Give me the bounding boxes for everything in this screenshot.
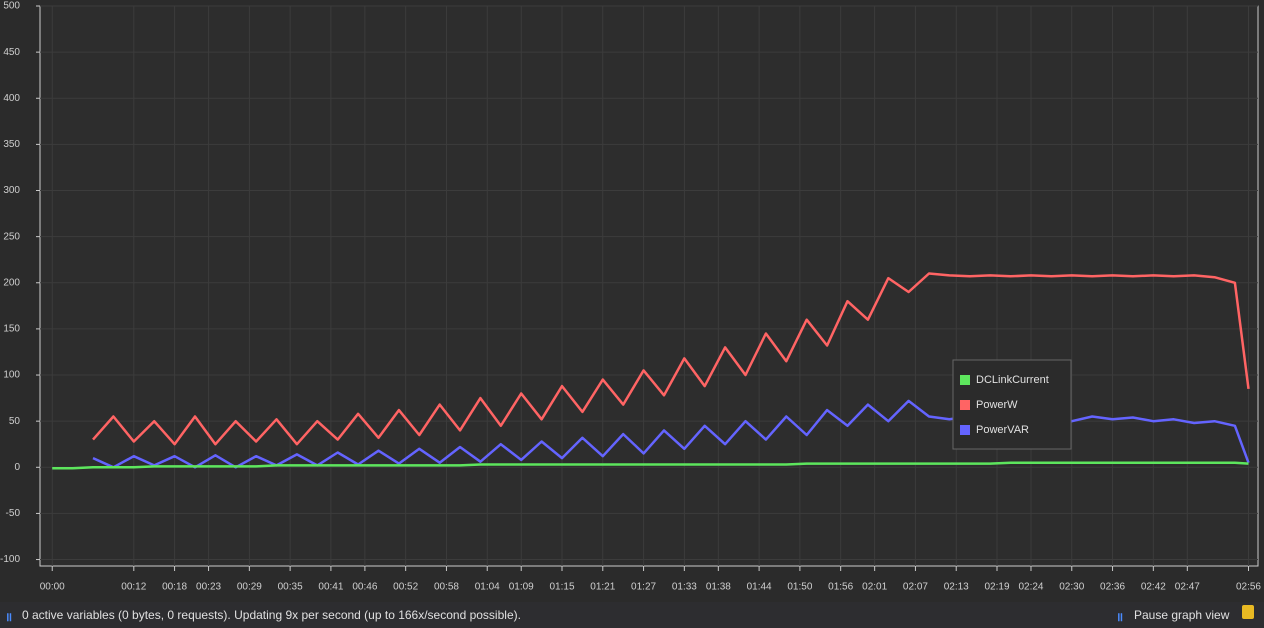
y-tick-label: 250 <box>3 231 20 242</box>
x-tick-label: 02:19 <box>984 582 1009 593</box>
x-tick-label: 01:04 <box>475 582 500 593</box>
x-tick-label: 01:15 <box>549 582 574 593</box>
x-tick-label: 02:13 <box>944 582 969 593</box>
pause-button[interactable]: Pause graph view <box>1134 608 1230 622</box>
x-tick-label: 00:18 <box>162 582 187 593</box>
x-tick-label: 00:29 <box>237 582 262 593</box>
x-tick-label: 01:56 <box>828 582 853 593</box>
x-tick-label: 01:50 <box>787 582 812 593</box>
x-tick-label: 02:30 <box>1059 582 1084 593</box>
x-tick-label: 01:09 <box>509 582 534 593</box>
series-line <box>92 272 1250 446</box>
x-tick-label: 02:42 <box>1141 582 1166 593</box>
legend-box <box>952 359 1072 450</box>
y-tick-label: 200 <box>3 277 20 288</box>
x-tick-label: 02:36 <box>1100 582 1125 593</box>
x-tick-label: 00:46 <box>352 582 377 593</box>
status-message: 0 active variables (0 bytes, 0 requests)… <box>22 608 521 622</box>
x-tick-label: 00:41 <box>318 582 343 593</box>
pause-icon: ॥ <box>5 610 13 624</box>
x-tick-label: 00:00 <box>40 582 65 593</box>
y-tick-label: 150 <box>3 324 20 335</box>
legend-label: PowerVAR <box>976 424 1029 436</box>
x-tick-label: 00:23 <box>196 582 221 593</box>
x-tick-label: 00:58 <box>434 582 459 593</box>
legend-label: DCLinkCurrent <box>976 374 1049 386</box>
x-tick-label: 00:35 <box>278 582 303 593</box>
legend: DCLinkCurrent PowerW PowerVAR <box>952 359 1072 450</box>
x-tick-label: 02:07 <box>903 582 928 593</box>
y-tick-label: 350 <box>3 139 20 150</box>
y-tick-label: -50 <box>6 508 21 519</box>
x-tick-label: 02:47 <box>1175 582 1200 593</box>
y-tick-label: 0 <box>14 462 20 473</box>
y-tick-label: 100 <box>3 370 20 381</box>
x-tick-label: 01:21 <box>590 582 615 593</box>
legend-label: PowerW <box>976 399 1018 411</box>
status-bar: ॥ 0 active variables (0 bytes, 0 request… <box>0 602 1264 628</box>
y-tick-label: 400 <box>3 93 20 104</box>
legend-swatch <box>960 375 970 385</box>
x-tick-label: 00:52 <box>393 582 418 593</box>
x-tick-label: 01:27 <box>631 582 656 593</box>
x-tick-label: 00:12 <box>121 582 146 593</box>
legend-swatch <box>960 400 970 410</box>
x-tick-label: 02:56 <box>1236 582 1261 593</box>
pause-icon[interactable]: ॥ <box>1116 610 1124 624</box>
y-tick-label: -100 <box>0 554 20 565</box>
chart: -100 -50 0 50 100 150 200 250 300 350 400 450 500 00:… <box>0 0 1262 593</box>
x-tick-label: 01:33 <box>672 582 697 593</box>
y-tick-label: 450 <box>3 47 20 58</box>
y-tick-label: 300 <box>3 185 20 196</box>
x-tick-label: 02:24 <box>1018 582 1043 593</box>
plot-area <box>39 5 1259 567</box>
y-tick-label: 500 <box>3 1 20 12</box>
legend-swatch <box>960 425 970 435</box>
x-tick-label: 01:44 <box>747 582 772 593</box>
lock-icon <box>1242 605 1254 619</box>
series-line <box>52 461 1249 470</box>
y-tick-label: 50 <box>9 416 21 427</box>
x-tick-label: 02:01 <box>862 582 887 593</box>
x-tick-label: 01:38 <box>706 582 731 593</box>
